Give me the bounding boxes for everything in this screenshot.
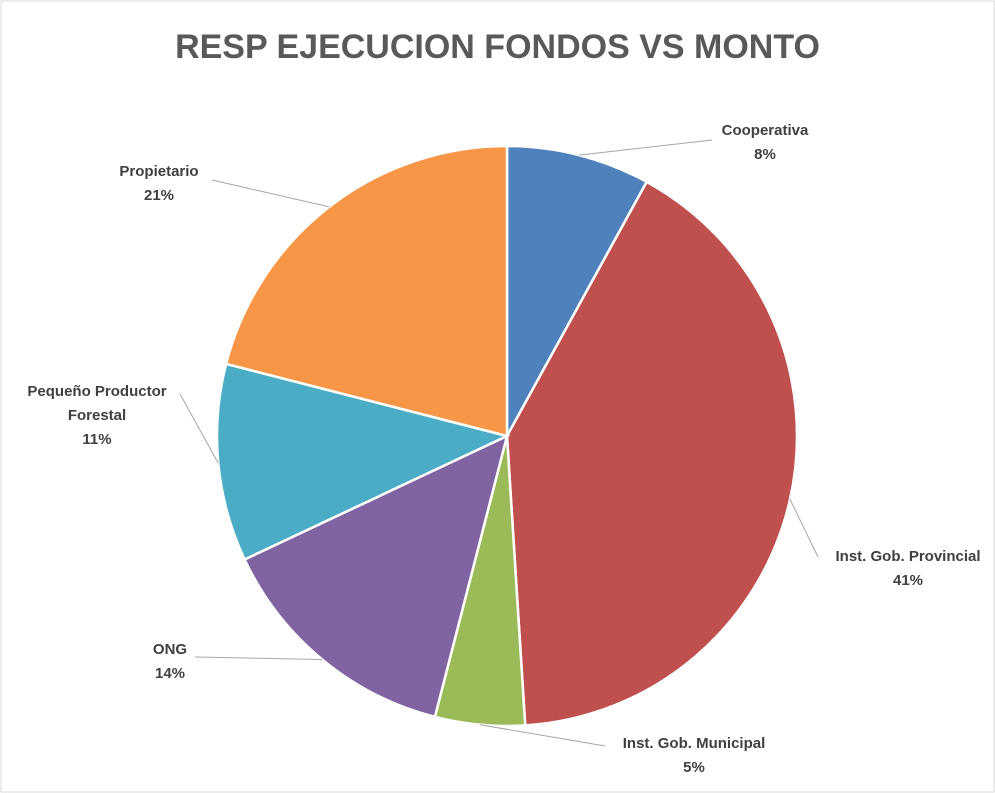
category-label: Propietario: [119, 163, 199, 180]
category-label: Cooperativa: [721, 122, 809, 139]
leader-line: [579, 139, 713, 156]
value-label: 21%: [143, 187, 175, 204]
value-label: 5%: [683, 759, 705, 776]
data-label: Pequeño Productor Forestal 11%: [12, 380, 182, 452]
leader-line: [211, 179, 330, 208]
pie-slice: [505, 144, 649, 437]
value-label: 41%: [892, 572, 924, 589]
data-label: Inst. Gob. Provincial 41%: [808, 545, 995, 593]
value-label: 8%: [754, 146, 776, 163]
leader-line: [194, 656, 323, 660]
category-label: Inst. Gob. Provincial: [835, 548, 981, 565]
data-label: Propietario 21%: [99, 160, 219, 208]
pie-slice: [224, 144, 509, 438]
leader-line: [479, 724, 606, 747]
data-label: Cooperativa 8%: [685, 119, 845, 167]
pie-slice: [215, 362, 511, 562]
leader-line: [789, 499, 819, 558]
data-label: ONG 14%: [120, 638, 220, 686]
category-label: Pequeño Productor Forestal: [27, 383, 167, 424]
pie-slice: [505, 180, 799, 727]
category-label: Inst. Gob. Municipal: [622, 735, 766, 752]
category-label: ONG: [152, 641, 188, 658]
value-label: 11%: [82, 431, 112, 448]
leader-line: [179, 393, 219, 464]
value-label: 14%: [154, 665, 186, 682]
chart-title: RESP EJECUCION FONDOS VS MONTO: [175, 28, 820, 66]
data-label: Inst. Gob. Municipal 5%: [594, 732, 794, 780]
